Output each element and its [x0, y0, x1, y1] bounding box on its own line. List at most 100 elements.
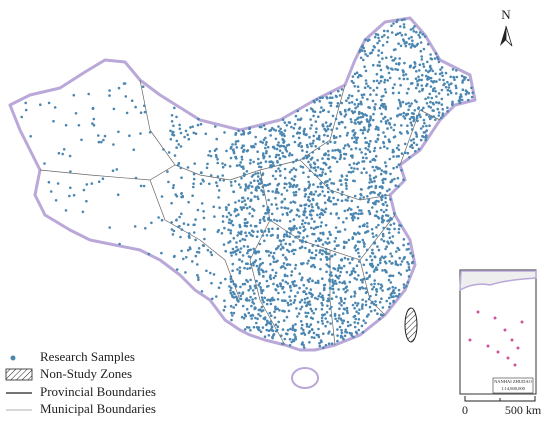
- sample-point: [320, 301, 324, 305]
- sample-point: [257, 197, 260, 201]
- sample-point: [274, 307, 277, 311]
- sample-point: [353, 292, 357, 295]
- sample-point: [232, 311, 236, 315]
- sample-point: [237, 129, 240, 133]
- sample-point: [408, 42, 411, 46]
- sample-point: [418, 69, 421, 72]
- sample-point: [274, 247, 278, 251]
- sample-point: [87, 92, 90, 96]
- sample-point: [265, 234, 269, 237]
- sample-point: [225, 149, 228, 153]
- sample-point: [358, 255, 361, 258]
- sample-point: [421, 73, 424, 77]
- sample-point: [231, 269, 234, 273]
- sample-point: [391, 59, 395, 62]
- sample-point: [441, 112, 445, 115]
- sample-point: [72, 93, 76, 97]
- sample-point: [315, 98, 319, 101]
- sample-point: [339, 110, 342, 114]
- sample-point: [356, 85, 360, 88]
- sample-point: [204, 132, 208, 136]
- sample-point: [434, 101, 438, 104]
- sample-point: [383, 145, 386, 148]
- sample-point: [385, 56, 388, 60]
- sample-point: [357, 116, 361, 119]
- sample-point: [394, 262, 398, 265]
- sample-point: [260, 189, 263, 192]
- sample-point: [264, 160, 268, 163]
- sample-point: [247, 132, 250, 135]
- sample-point: [376, 245, 379, 248]
- sample-point: [187, 232, 191, 235]
- sample-point: [139, 132, 142, 135]
- sample-point: [170, 201, 173, 205]
- sample-point: [344, 330, 347, 334]
- sample-point: [179, 131, 183, 135]
- sample-point: [242, 245, 246, 248]
- sample-point: [296, 291, 300, 294]
- sample-point: [249, 224, 253, 227]
- sample-point: [200, 171, 203, 175]
- sample-point: [229, 229, 233, 232]
- sample-point: [367, 209, 371, 213]
- sample-point: [420, 55, 424, 58]
- sample-point: [320, 221, 323, 224]
- sample-point: [316, 213, 319, 217]
- sample-point: [222, 243, 226, 246]
- sample-point: [303, 301, 307, 304]
- sample-point: [298, 126, 302, 129]
- sample-point: [239, 161, 242, 164]
- sample-point: [297, 230, 300, 234]
- sample-point: [414, 77, 418, 80]
- sample-point: [228, 240, 232, 243]
- sample-point: [295, 213, 299, 217]
- sample-point: [336, 334, 339, 337]
- sample-point: [357, 260, 361, 263]
- sample-point: [328, 230, 331, 234]
- sample-point: [179, 235, 182, 239]
- sample-point: [343, 334, 347, 338]
- sample-point: [332, 203, 336, 206]
- sample-point: [208, 182, 211, 186]
- sample-point: [391, 86, 395, 90]
- sample-point: [380, 51, 384, 55]
- sample-point: [239, 285, 242, 289]
- sample-point: [386, 219, 389, 223]
- sample-point: [197, 247, 201, 250]
- sample-point: [353, 103, 357, 106]
- sample-point: [381, 185, 384, 189]
- sample-point: [400, 132, 403, 135]
- sample-point: [411, 146, 415, 150]
- sample-point: [362, 93, 366, 96]
- sample-point: [350, 110, 354, 113]
- sample-point: [337, 288, 340, 291]
- sample-point: [378, 300, 382, 304]
- sample-point: [296, 109, 300, 113]
- sample-point: [343, 256, 347, 260]
- sample-point: [405, 269, 409, 272]
- sample-point: [383, 88, 387, 91]
- sample-point: [335, 213, 338, 216]
- sample-point: [270, 298, 274, 302]
- sample-point: [180, 249, 183, 253]
- sample-point: [332, 282, 336, 286]
- sample-point: [400, 152, 404, 155]
- sample-point: [454, 92, 458, 95]
- sample-point: [345, 174, 349, 178]
- sample-point: [323, 194, 326, 198]
- sample-point: [282, 265, 285, 268]
- sample-point: [402, 77, 406, 81]
- sample-point: [300, 222, 304, 226]
- sample-point: [358, 122, 361, 125]
- sample-point: [467, 98, 470, 102]
- sample-point: [322, 140, 325, 143]
- sample-point: [409, 82, 413, 85]
- sample-point: [236, 139, 240, 143]
- sample-point: [407, 108, 410, 112]
- sample-points: [20, 18, 475, 350]
- sample-point: [404, 33, 407, 36]
- sample-point: [304, 315, 308, 318]
- sample-point: [342, 301, 346, 305]
- sample-point: [62, 148, 66, 151]
- sample-point: [419, 41, 423, 44]
